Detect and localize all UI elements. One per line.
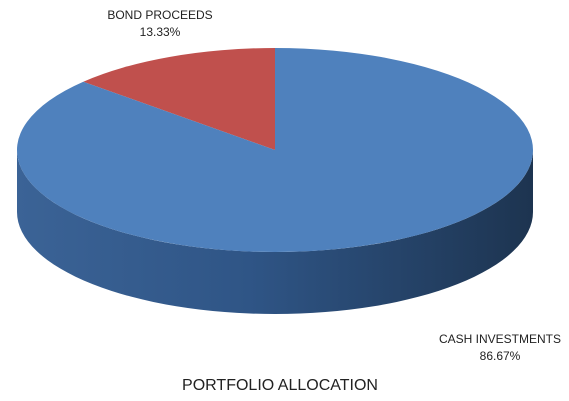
pie-side (17, 150, 533, 314)
pie-slice (17, 48, 534, 252)
slice-value-label: 86.67% (480, 349, 521, 363)
pie-slice (83, 48, 275, 150)
slice-label: CASH INVESTMENTS (439, 332, 561, 346)
chart-title: PORTFOLIO ALLOCATION (182, 377, 378, 394)
slice-label: BOND PROCEEDS (107, 8, 212, 22)
slice-value-label: 13.33% (140, 25, 181, 39)
